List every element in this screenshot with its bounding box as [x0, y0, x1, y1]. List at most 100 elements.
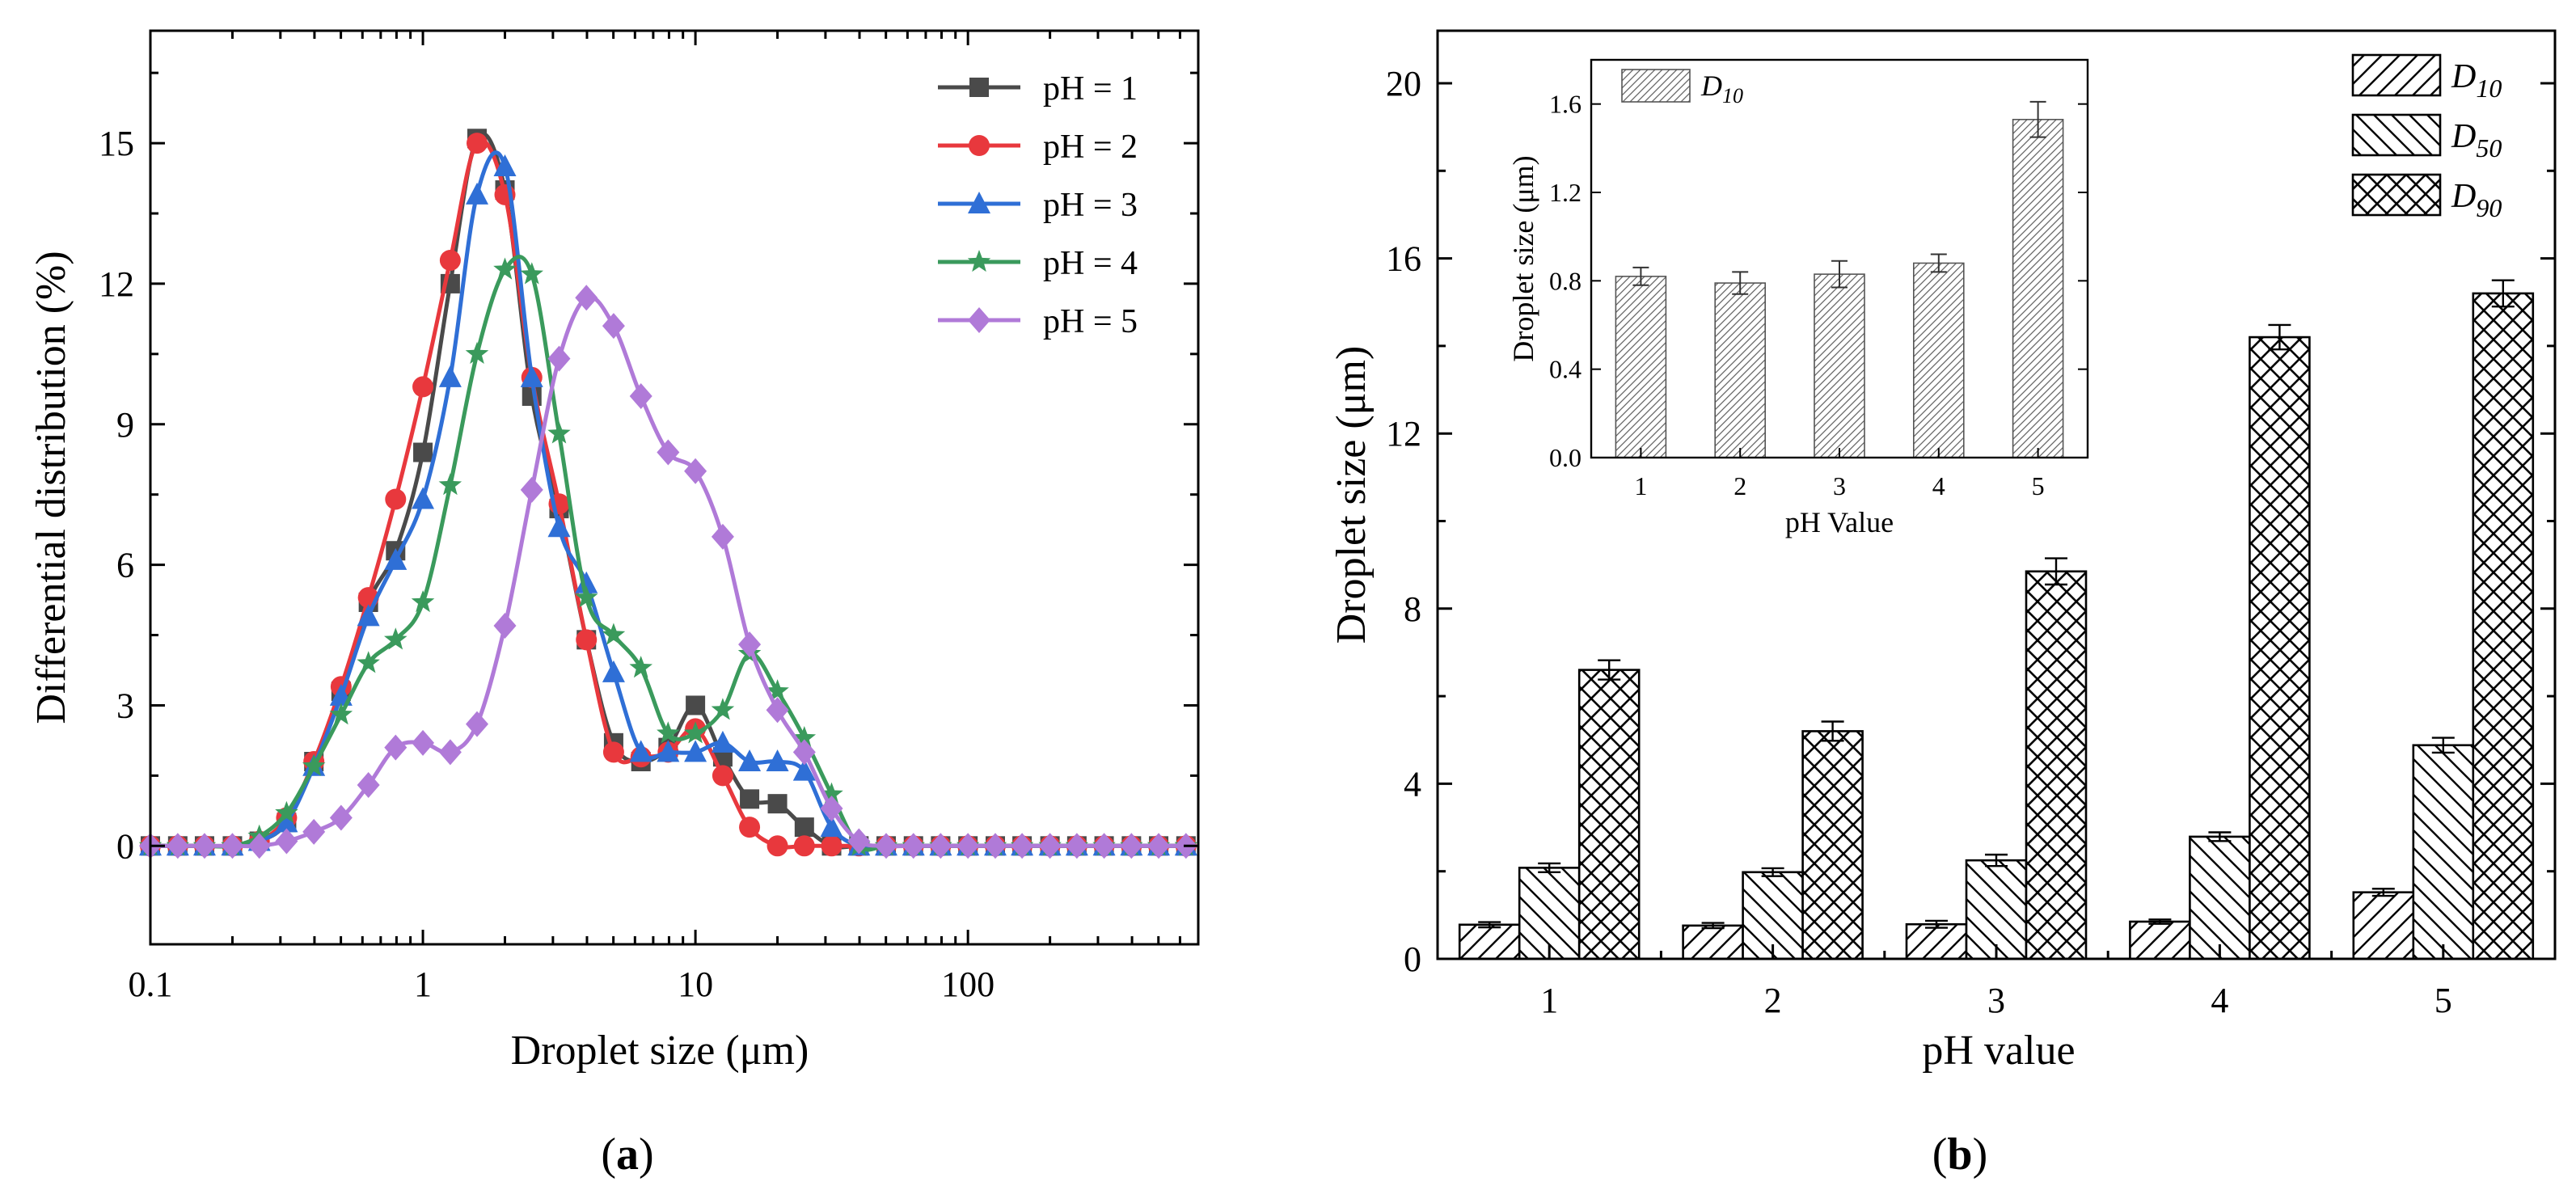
series-pH3	[139, 150, 1197, 856]
data-point-pH4	[683, 721, 707, 744]
data-point-pH5	[657, 439, 680, 466]
data-point-pH3	[602, 660, 625, 682]
data-point-pH5	[711, 523, 734, 550]
data-point-pH5	[302, 818, 326, 845]
series-pH5	[139, 285, 1197, 859]
inset-bar-D10	[1814, 273, 1865, 458]
legend-label-D10: D10	[2451, 58, 2502, 103]
data-point-pH5	[357, 771, 380, 798]
data-point-pH4	[438, 473, 462, 496]
data-point-pH4	[465, 341, 489, 364]
legend-subscript: 50	[2476, 133, 2502, 163]
legend-marker-pH2	[969, 135, 990, 156]
data-point-pH4	[657, 721, 680, 744]
inset-x-tick-label: 5	[2032, 471, 2045, 500]
x-tick-label: 0.1	[129, 965, 173, 1004]
y-tick-label: 12	[1386, 414, 1421, 454]
data-point-pH5	[956, 833, 980, 859]
data-point-pH5	[275, 828, 298, 855]
legend-subscript: 90	[2476, 193, 2502, 222]
y-tick-label: 16	[1386, 239, 1421, 279]
panel-a-y-axis-title: Differential distribution (%)	[28, 251, 74, 724]
legend-marker-pH5	[968, 307, 990, 333]
data-point-pH4	[357, 651, 380, 673]
inset-x-tick-label: 1	[1634, 471, 1647, 500]
bar-D90	[2249, 336, 2311, 960]
data-point-pH1	[686, 695, 706, 715]
legend-label-pH3: pH = 3	[1043, 187, 1138, 224]
data-point-pH3	[438, 365, 462, 387]
data-point-pH5	[820, 795, 843, 821]
inset-y-tick-label: 1.2	[1549, 178, 1581, 207]
data-point-pH4	[711, 698, 735, 720]
data-point-pH5	[384, 734, 408, 761]
data-point-pH5	[902, 833, 925, 859]
panel-a-legend: pH = 1 pH = 2 pH = 3 pH = 4 pH = 5	[938, 70, 1138, 340]
legend-label-pH1: pH = 1	[1043, 70, 1138, 108]
bar-D90	[1801, 730, 1864, 960]
data-point-pH4	[602, 623, 626, 645]
data-point-pH5	[1147, 833, 1171, 859]
data-point-pH2	[821, 835, 842, 857]
data-point-pH2	[766, 835, 788, 857]
inset-y-tick-label: 0.8	[1549, 266, 1581, 295]
data-point-pH4	[275, 800, 298, 823]
data-point-pH5	[1065, 833, 1088, 859]
inset-y-tick-label: 1.6	[1549, 90, 1581, 119]
data-point-pH4	[411, 590, 435, 613]
data-point-pH5	[1120, 833, 1143, 859]
x-tick-label: 3	[1987, 981, 2005, 1020]
data-point-pH4	[629, 656, 652, 678]
data-point-pH2	[576, 629, 598, 651]
bar-D10	[2352, 891, 2415, 960]
x-tick-label: 100	[941, 965, 995, 1004]
legend-subscript: 10	[2476, 74, 2502, 103]
data-point-pH5	[684, 458, 707, 484]
data-point-pH5	[1011, 833, 1034, 859]
data-point-pH5	[602, 313, 625, 340]
inset-x-tick-label: 2	[1734, 471, 1746, 500]
data-point-pH5	[1038, 833, 1062, 859]
data-point-pH3	[657, 740, 680, 762]
y-tick-label: 9	[116, 405, 134, 445]
bar-D50	[2412, 744, 2475, 960]
y-tick-label: 0	[1404, 939, 1421, 979]
panel-b-label: (b)	[1932, 1129, 1987, 1180]
data-point-pH4	[820, 782, 843, 804]
data-point-pH3	[384, 547, 408, 570]
data-point-pH5	[329, 804, 353, 831]
data-point-pH4	[302, 753, 326, 776]
data-point-pH4	[520, 262, 543, 285]
inset-y-tick-label: 0.4	[1549, 355, 1581, 384]
data-point-pH5	[874, 833, 897, 859]
x-tick-label: 5	[2435, 981, 2452, 1020]
y-tick-label: 6	[116, 546, 134, 585]
panel-a-plot-frame	[149, 29, 1200, 946]
legend-label-D90: D90	[2451, 178, 2502, 222]
data-point-pH4	[766, 679, 789, 702]
y-tick-label: 3	[116, 686, 134, 725]
data-point-pH5	[547, 345, 571, 372]
bar-D90	[2025, 570, 2088, 960]
data-point-pH5	[983, 833, 1007, 859]
data-point-pH5	[192, 833, 216, 859]
data-point-pH5	[792, 739, 816, 766]
legend-marker-pH4	[967, 250, 991, 272]
data-point-pH2	[739, 817, 761, 838]
data-point-pH5	[221, 833, 244, 859]
bar-D50	[2189, 835, 2251, 960]
y-tick-label: 8	[1404, 589, 1421, 629]
panel-a-x-axis-title: Droplet size (μm)	[511, 1028, 809, 1074]
data-point-pH5	[466, 711, 489, 737]
data-point-pH1	[740, 789, 760, 809]
legend-swatch-D90	[2351, 173, 2442, 217]
bar-D10	[2129, 920, 2191, 960]
data-point-pH4	[575, 585, 598, 608]
data-point-pH4	[329, 703, 353, 725]
data-point-pH2	[602, 741, 624, 763]
inset-x-tick-label: 3	[1833, 471, 1846, 500]
data-point-pH3	[547, 515, 571, 538]
data-point-pH1	[767, 794, 788, 814]
panel-b-inset: 1 2 3 4 5 0.0 0.4 0.8 1.2 1.6 pH Value Droplet si…	[1507, 58, 2089, 538]
